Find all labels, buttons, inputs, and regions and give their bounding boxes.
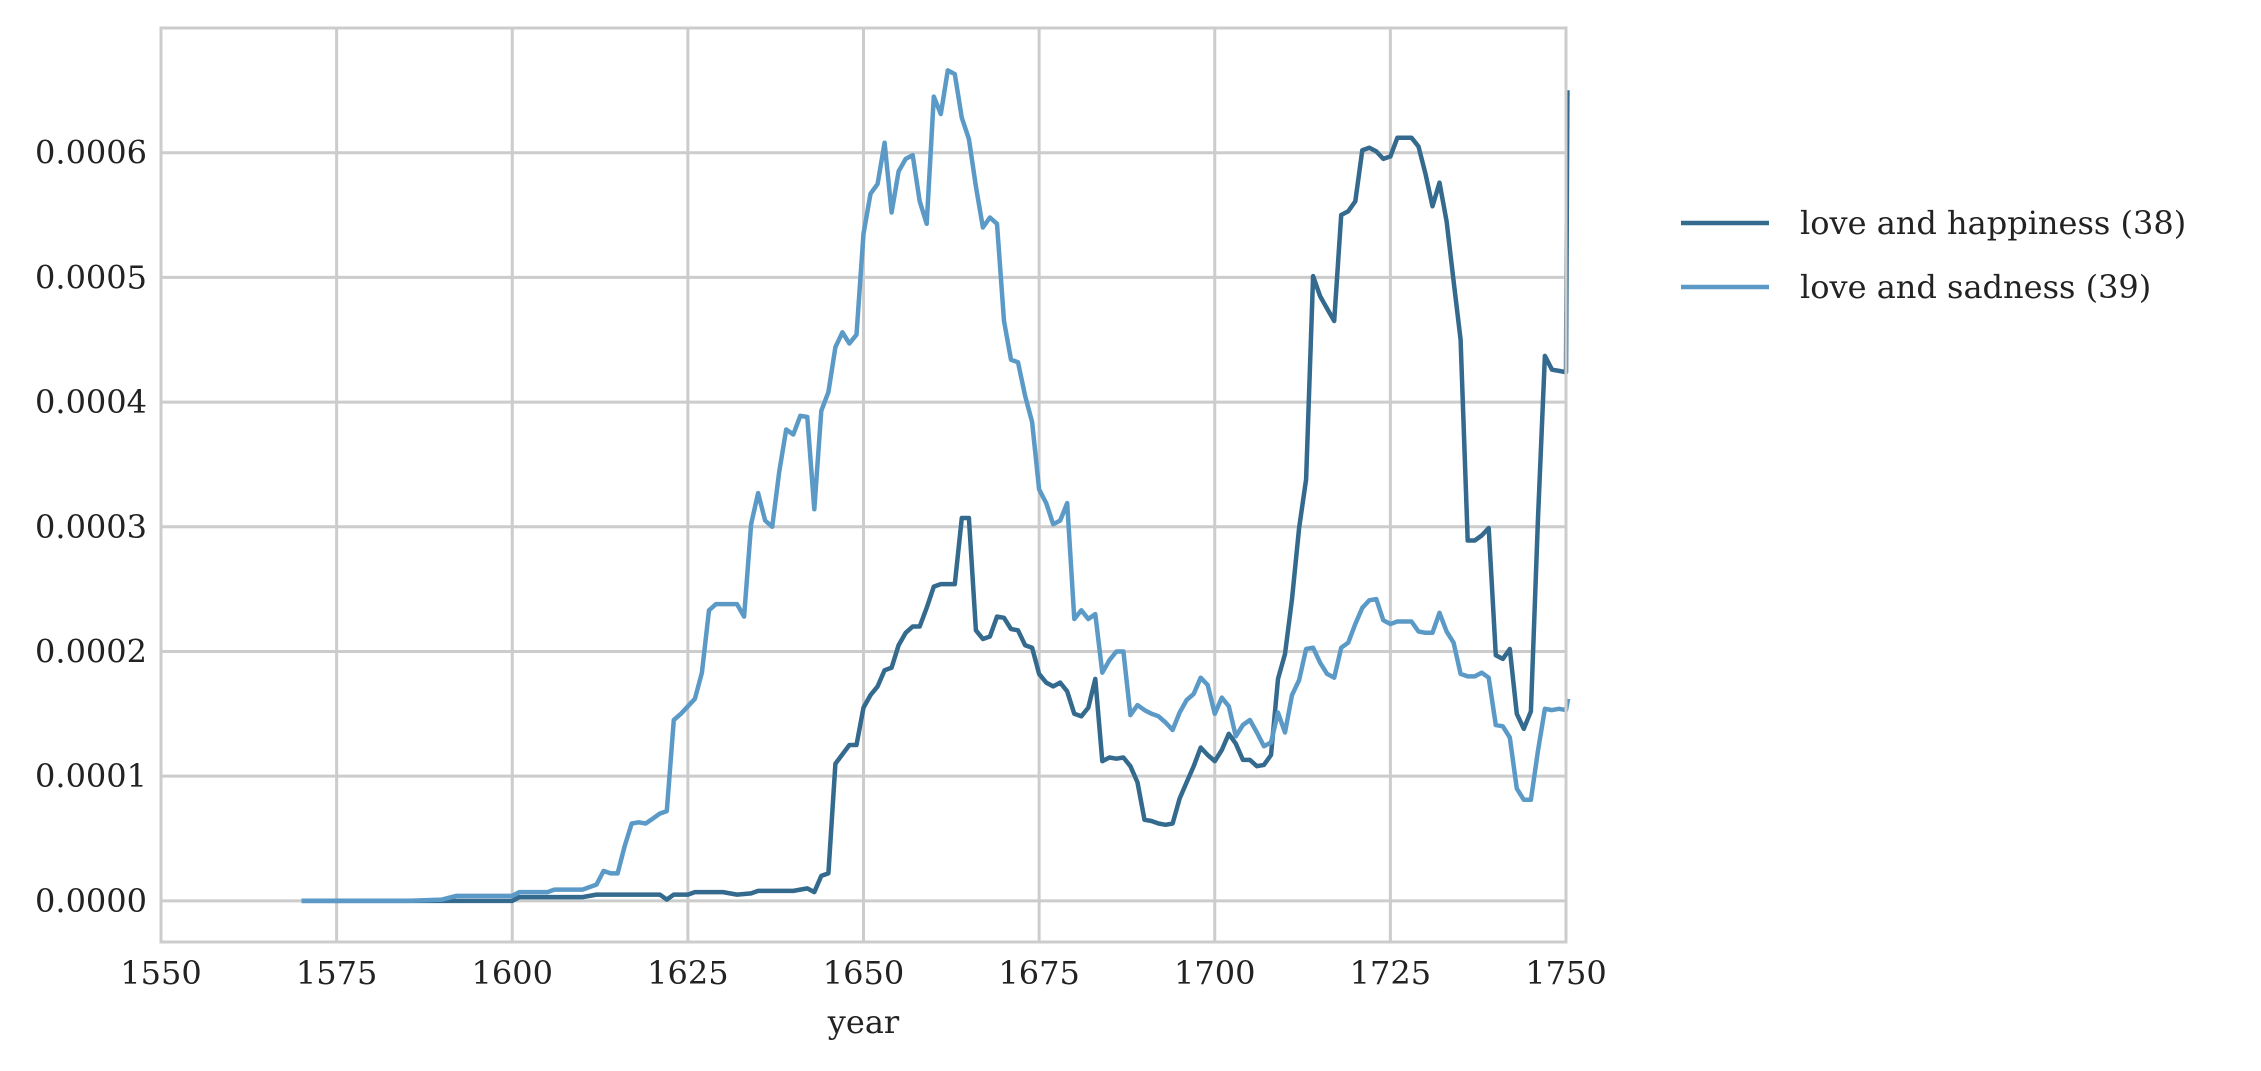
x-tick-label: 1725 <box>1350 954 1431 992</box>
y-tick-label: 0.0004 <box>35 383 147 421</box>
y-tick-label: 0.0002 <box>35 632 147 670</box>
x-tick-label: 1700 <box>1174 954 1255 992</box>
y-tick-label: 0.0005 <box>35 258 147 296</box>
y-tick-label: 0.0000 <box>35 882 147 920</box>
x-tick-label: 1550 <box>120 954 201 992</box>
series-line-1 <box>301 90 1570 904</box>
y-tick-label: 0.0003 <box>35 508 147 546</box>
y-tick-labels: 0.0000 0.0001 0.0002 0.0003 0.0004 0.0005 0.00… <box>35 134 147 920</box>
x-tick-label: 1600 <box>472 954 553 992</box>
plot-frame <box>159 26 1568 944</box>
x-tick-label: 1750 <box>1525 954 1606 992</box>
legend-label-1: love and happiness (38) <box>1800 204 2186 242</box>
series-lines <box>301 68 1571 904</box>
series-line-2 <box>301 68 1571 904</box>
x-axis-label: year <box>827 1003 900 1041</box>
y-tick-label: 0.0001 <box>35 757 147 795</box>
x-tick-label: 1575 <box>296 954 377 992</box>
x-tick-label: 1625 <box>647 954 728 992</box>
x-tick-label: 1650 <box>823 954 904 992</box>
x-tick-label: 1675 <box>998 954 1079 992</box>
legend: love and happiness (38) love and sadness … <box>1681 204 2186 306</box>
x-tick-labels: 1550 1575 1600 1625 1650 1675 1700 1725 1750 <box>120 954 1606 992</box>
legend-label-2: love and sadness (39) <box>1800 268 2151 306</box>
y-tick-label: 0.0006 <box>35 134 147 172</box>
